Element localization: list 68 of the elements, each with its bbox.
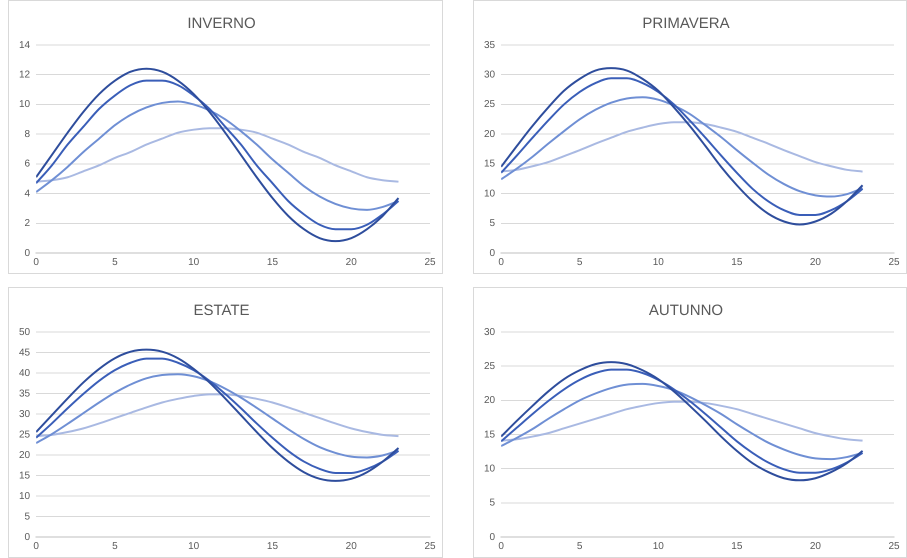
y-tick-label: 35	[484, 40, 496, 51]
y-tick-label: 10	[19, 99, 31, 110]
x-tick-label: 15	[266, 256, 278, 268]
chart-title: ESTATE	[193, 302, 250, 320]
x-tick-label: 15	[731, 256, 743, 268]
x-tick-label: 25	[888, 256, 900, 268]
y-tick-label: 0	[24, 248, 31, 259]
x-tick-label: 25	[888, 540, 900, 552]
x-tick-label: 10	[188, 540, 200, 552]
y-tick-label: 6	[24, 158, 31, 170]
y-tick-label: 5	[490, 218, 496, 230]
y-tick-label: 50	[19, 326, 31, 338]
x-tick-label: 25	[424, 540, 436, 552]
x-tick-label: 10	[188, 256, 200, 268]
x-tick-label: 20	[810, 256, 822, 268]
x-tick-label: 0	[33, 540, 40, 552]
y-tick-label: 14	[19, 40, 31, 51]
x-tick-label: 10	[652, 256, 664, 268]
x-tick-label: 25	[424, 256, 436, 268]
x-tick-label: 20	[346, 256, 358, 268]
y-tick-label: 20	[484, 128, 496, 140]
y-tick-label: 2	[24, 218, 31, 230]
chart-title: PRIMAVERA	[642, 15, 730, 32]
line-series	[501, 121, 864, 173]
x-tick-label: 5	[576, 540, 583, 552]
y-tick-label: 35	[19, 388, 31, 400]
line-series	[501, 400, 864, 442]
x-tick-label: 20	[346, 540, 358, 552]
y-tick-label: 10	[484, 188, 496, 200]
x-tick-label: 5	[576, 256, 583, 268]
y-tick-label: 4	[24, 188, 31, 200]
chart-title: AUTUNNO	[648, 302, 724, 320]
y-tick-label: 25	[484, 360, 496, 372]
y-tick-label: 25	[484, 99, 496, 110]
y-tick-label: 10	[19, 490, 31, 502]
y-tick-label: 5	[24, 511, 31, 522]
y-tick-label: 30	[19, 408, 31, 420]
y-tick-label: 30	[484, 69, 496, 80]
y-tick-label: 20	[19, 450, 31, 461]
chart-title: INVERNO	[187, 15, 256, 32]
line-series	[36, 127, 400, 183]
y-tick-label: 0	[24, 532, 31, 543]
x-tick-label: 0	[498, 256, 504, 268]
x-tick-label: 5	[112, 256, 118, 268]
y-tick-label: 5	[490, 498, 496, 509]
y-tick-label: 30	[484, 326, 496, 338]
y-tick-label: 45	[19, 347, 31, 358]
y-tick-label: 25	[19, 429, 31, 440]
x-tick-label: 20	[810, 540, 822, 552]
y-tick-label: 20	[484, 395, 496, 406]
x-tick-label: 5	[112, 540, 118, 552]
y-tick-label: 8	[24, 128, 31, 140]
line-series	[36, 393, 400, 438]
x-tick-label: 15	[731, 540, 743, 552]
y-tick-label: 0	[490, 248, 496, 259]
line-series	[36, 373, 400, 458]
x-tick-label: 10	[652, 540, 664, 552]
x-tick-label: 15	[266, 540, 278, 552]
x-tick-label: 0	[498, 540, 504, 552]
line-series	[501, 96, 864, 198]
y-tick-label: 15	[484, 158, 496, 170]
y-tick-label: 15	[19, 470, 31, 482]
y-tick-label: 12	[19, 69, 31, 80]
x-tick-label: 0	[33, 256, 40, 268]
y-tick-label: 40	[19, 368, 31, 379]
y-tick-label: 10	[484, 463, 496, 474]
y-tick-label: 0	[490, 532, 496, 543]
y-tick-label: 15	[484, 429, 496, 440]
